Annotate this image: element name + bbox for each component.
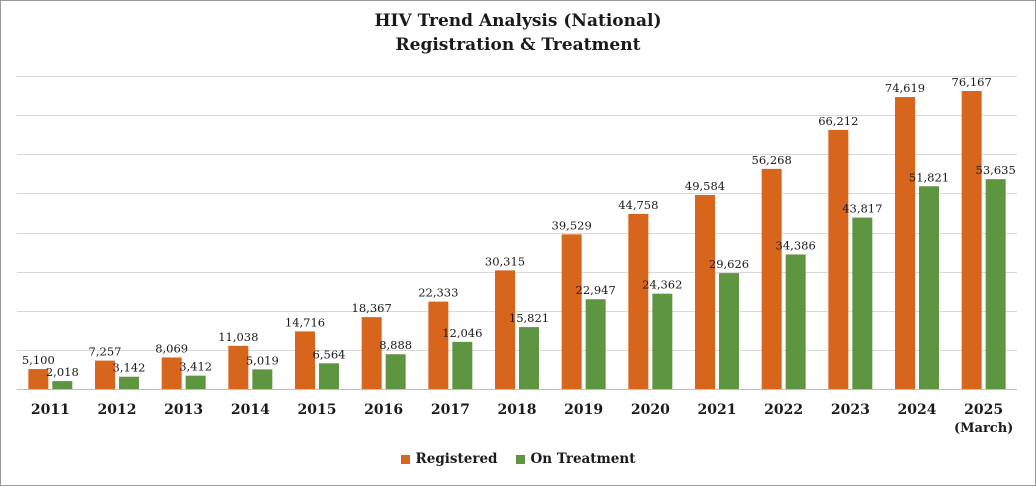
x-tick-sublabel-2025: (March)	[954, 421, 1013, 436]
data-label-on-treatment-2020: 24,362	[642, 278, 682, 292]
legend-label-on-treatment: On Treatment	[530, 451, 636, 467]
bar-registered-2020	[628, 213, 649, 389]
legend: Registered On Treatment	[0, 451, 1036, 467]
bar-on-treatment-2021	[719, 273, 739, 389]
legend-item-on-treatment: On Treatment	[515, 451, 636, 467]
data-label-on-treatment-2017: 12,046	[442, 326, 482, 340]
x-tick-label-2024: 2024	[898, 402, 937, 418]
data-label-registered-2021: 49,584	[685, 179, 725, 193]
legend-label-registered: Registered	[415, 451, 498, 467]
bar-registered-2019	[561, 234, 582, 389]
data-label-registered-2011: 5,100	[22, 353, 55, 367]
legend-swatch-registered	[400, 454, 410, 464]
x-tick-label-2018: 2018	[498, 402, 537, 418]
bar-registered-2012	[95, 360, 115, 389]
bar-registered-2023	[828, 129, 849, 389]
bar-on-treatment-2017	[452, 341, 473, 389]
x-tick-label-2012: 2012	[98, 402, 137, 418]
bar-on-treatment-2011	[52, 381, 73, 389]
bar-on-treatment-2018	[519, 327, 539, 389]
x-tick-label-2011: 2011	[31, 402, 70, 418]
data-label-on-treatment-2019: 22,947	[576, 283, 616, 297]
data-label-on-treatment-2021: 29,626	[709, 257, 749, 271]
data-label-on-treatment-2023: 43,817	[842, 202, 882, 216]
data-label-on-treatment-2018: 15,821	[509, 311, 549, 325]
bar-on-treatment-2012	[119, 376, 139, 389]
chart-title: HIV Trend Analysis (National)	[374, 11, 662, 31]
legend-swatch-on-treatment	[515, 454, 525, 464]
data-label-on-treatment-2022: 34,386	[776, 238, 816, 252]
bar-registered-2024	[895, 97, 915, 389]
bar-on-treatment-2025	[985, 179, 1006, 389]
data-label-registered-2015: 14,716	[285, 315, 325, 329]
bar-on-treatment-2020	[652, 293, 673, 389]
data-label-on-treatment-2014: 5,019	[246, 353, 279, 367]
legend-item-registered: Registered	[400, 451, 498, 467]
bar-on-treatment-2014	[252, 369, 273, 389]
data-label-registered-2025: 76,167	[952, 75, 992, 89]
data-label-registered-2014: 11,038	[218, 330, 258, 344]
bar-registered-2011	[28, 369, 49, 389]
bars	[28, 90, 1006, 389]
x-tick-label-2014: 2014	[231, 402, 270, 418]
bar-registered-2018	[495, 270, 515, 389]
data-label-registered-2017: 22,333	[418, 286, 458, 300]
x-tick-label-2020: 2020	[631, 402, 670, 418]
data-label-registered-2024: 74,619	[885, 81, 925, 95]
data-label-on-treatment-2012: 3,142	[113, 361, 146, 375]
bar-on-treatment-2015	[319, 363, 339, 389]
data-label-on-treatment-2015: 6,564	[313, 347, 346, 361]
bar-registered-2013	[161, 357, 182, 389]
data-label-on-treatment-2016: 8,888	[379, 338, 412, 352]
x-tick-label-2025: 2025	[964, 402, 1003, 418]
data-label-on-treatment-2013: 3,412	[179, 360, 212, 374]
chart-subtitle: Registration & Treatment	[395, 35, 641, 55]
data-label-registered-2012: 7,257	[89, 345, 122, 359]
bar-registered-2017	[428, 301, 449, 389]
x-tick-label-2017: 2017	[431, 402, 470, 418]
data-label-registered-2018: 30,315	[485, 254, 525, 268]
bar-registered-2015	[295, 331, 315, 389]
bar-on-treatment-2022	[785, 254, 806, 389]
bar-on-treatment-2016	[385, 354, 406, 389]
bar-registered-2025	[961, 90, 982, 389]
data-label-on-treatment-2025: 53,635	[976, 163, 1016, 177]
data-label-registered-2023: 66,212	[818, 114, 858, 128]
bar-registered-2014	[228, 345, 249, 389]
x-tick-label-2022: 2022	[764, 402, 803, 418]
x-tick-label-2021: 2021	[698, 402, 737, 418]
x-axis-ticks: 2011 2012 2013 2014 2015 2016 2017 2018 2019 2020…	[31, 402, 1013, 436]
bar-registered-2021	[695, 195, 715, 389]
data-label-registered-2020: 44,758	[618, 198, 658, 212]
bar-on-treatment-2013	[185, 375, 206, 389]
data-label-on-treatment-2011: 2,018	[46, 365, 79, 379]
data-label-registered-2013: 8,069	[155, 341, 188, 355]
x-tick-label-2019: 2019	[564, 402, 603, 418]
data-label-registered-2022: 56,268	[752, 153, 792, 167]
bar-registered-2022	[761, 168, 782, 389]
data-label-registered-2016: 18,367	[352, 301, 392, 315]
data-label-on-treatment-2024: 51,821	[909, 170, 949, 184]
x-tick-label-2016: 2016	[364, 402, 403, 418]
x-tick-label-2023: 2023	[831, 402, 870, 418]
bar-on-treatment-2023	[852, 217, 873, 389]
x-tick-label-2013: 2013	[164, 402, 203, 418]
x-tick-label-2015: 2015	[298, 402, 337, 418]
bar-registered-2016	[361, 317, 382, 389]
gridlines	[17, 76, 1017, 390]
bar-on-treatment-2019	[585, 299, 606, 389]
bar-on-treatment-2024	[919, 186, 939, 389]
data-label-registered-2019: 39,529	[552, 218, 592, 232]
